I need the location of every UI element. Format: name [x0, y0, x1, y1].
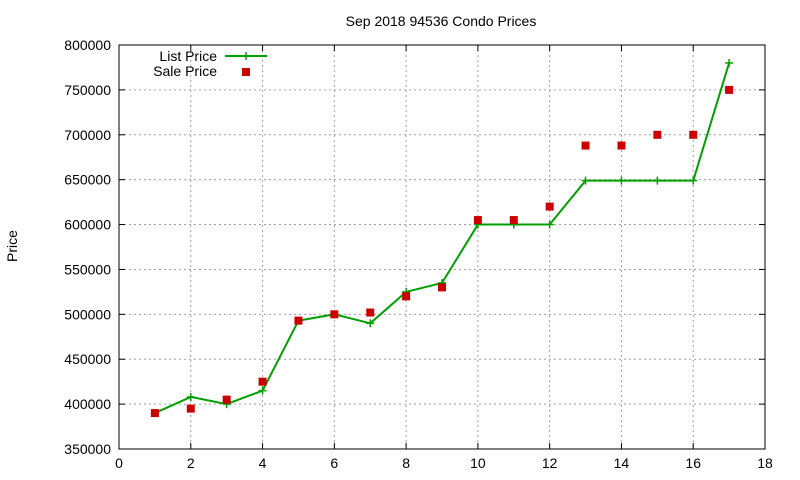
legend-label-sale-price: Sale Price	[153, 63, 217, 79]
x-tick-label: 10	[470, 455, 486, 471]
list-price-point	[689, 176, 698, 185]
sale-price-point	[222, 395, 231, 404]
list-price-point	[653, 176, 662, 185]
y-tick-label: 450000	[64, 351, 111, 367]
sale-price-point	[150, 409, 159, 418]
legend-marker	[242, 68, 250, 76]
sale-price-point	[617, 141, 626, 150]
y-tick-label: 400000	[64, 396, 111, 412]
y-tick-label: 500000	[64, 306, 111, 322]
x-tick-label: 12	[542, 455, 558, 471]
list-price-point	[725, 58, 734, 67]
y-tick-label: 800000	[64, 37, 111, 53]
sale-price-point	[725, 85, 734, 94]
sale-price-point	[509, 216, 518, 225]
chart-title: Sep 2018 94536 Condo Prices	[346, 13, 537, 29]
sale-price-point	[689, 130, 698, 139]
list-price-point	[581, 176, 590, 185]
y-tick-label: 650000	[64, 172, 111, 188]
y-axis-label: Price	[4, 230, 20, 262]
y-tick-label: 750000	[64, 82, 111, 98]
x-tick-label: 18	[757, 455, 773, 471]
sale-price-point	[294, 316, 303, 325]
x-tick-label: 8	[402, 455, 410, 471]
x-tick-label: 4	[259, 455, 267, 471]
sale-price-point	[186, 404, 195, 413]
sale-price-point	[545, 202, 554, 211]
list-price-point	[186, 392, 195, 401]
list-price-point	[617, 176, 626, 185]
x-tick-label: 14	[614, 455, 630, 471]
sale-price-point	[330, 310, 339, 319]
x-tick-label: 16	[685, 455, 701, 471]
sale-price-point	[653, 130, 662, 139]
x-tick-label: 2	[187, 455, 195, 471]
x-tick-label: 0	[115, 455, 123, 471]
y-tick-label: 550000	[64, 261, 111, 277]
sale-price-point	[438, 283, 446, 292]
sale-price-point	[402, 292, 411, 301]
list-price-point	[366, 319, 375, 328]
grid-lines	[119, 45, 765, 449]
y-tick-label: 700000	[64, 127, 111, 143]
legend: List Price Sale Price	[153, 48, 267, 79]
list-price-point	[545, 220, 554, 229]
sale-price-point	[473, 216, 482, 225]
plot-frame	[118, 44, 766, 450]
legend-label-list-price: List Price	[159, 48, 217, 64]
data-series	[150, 58, 734, 418]
y-tick-label: 600000	[64, 217, 111, 233]
legend-marker	[242, 52, 250, 60]
list-price-point	[258, 386, 267, 395]
sale-price-point	[581, 141, 590, 150]
axis-ticks: 0 2 4 6 8 10 12 14 16 18 350000 400000 450000 500000 5…	[64, 37, 773, 471]
sale-price-point	[258, 377, 267, 386]
list-price-line	[154, 62, 731, 415]
legend-sample-list-price	[225, 52, 267, 60]
x-tick-label: 6	[330, 455, 338, 471]
sale-price-point	[366, 308, 375, 317]
y-tick-label: 350000	[64, 441, 111, 457]
legend-sample-sale-price	[242, 68, 250, 76]
